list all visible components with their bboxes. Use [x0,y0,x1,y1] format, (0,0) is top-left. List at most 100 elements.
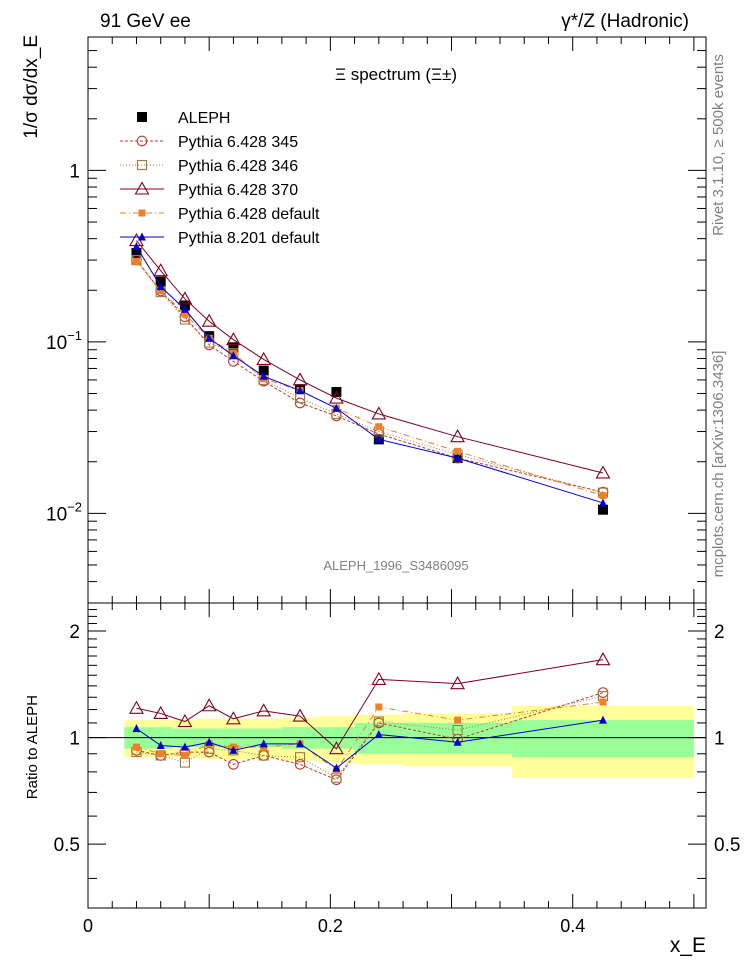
ratio-ylabel: Ratio to ALEPH [24,695,41,799]
main-point-s0-0 [131,247,142,258]
main-line-series-4 [136,261,604,497]
main-point-s3-9 [450,429,466,443]
ratio-point-s3-0 [129,700,144,714]
ratio-point-s3-7 [328,741,344,755]
main-point-s0-4 [228,342,239,353]
main-point-s5-9 [453,453,462,462]
main-point-s0-5 [258,365,269,376]
ratio-point-s2-8 [373,716,384,727]
xtick-label-2: 0.4 [560,916,585,936]
main-ytick-label-2: 10−2 [46,499,82,525]
main-point-s3-3 [201,313,217,327]
band-inner-10 [512,720,694,758]
ratio-point-s4-1 [157,750,165,758]
main-point-s5-6 [296,386,305,395]
main-point-s0-1 [155,276,166,287]
legend-marker-3 [134,181,150,195]
xtick-label-0: 0 [83,916,93,936]
legend-label-1: Pythia 6.428 345 [178,134,298,151]
ratio-ytick-label-right-0: 2 [714,622,725,643]
ratio-point-s3-3 [201,698,217,712]
main-point-s4-1 [157,287,165,295]
main-line-series-5 [136,246,604,504]
legend-label-2: Pythia 6.428 346 [178,158,298,175]
main-ytick-label-0: 1 [69,161,80,182]
main-point-s5-5 [259,371,268,380]
ratio-point-s5-1 [156,740,165,749]
main-point-s3-8 [371,406,387,420]
legend-marker-0 [137,112,147,122]
header-right: γ*/Z (Hadronic) [561,11,689,32]
ratio-ytick-label-left-1: 1 [69,729,80,750]
legend-marker-1 [136,135,148,147]
ratio-point-s4-8 [375,703,383,711]
ratio-line-series-3 [136,659,604,750]
legend-label-0: ALEPH [178,110,230,127]
chart-title: Ξ spectrum (Ξ±) [335,65,457,84]
main-point-s3-5 [256,351,272,365]
ratio-point-s2-5 [258,750,269,761]
xtick-label-1: 0.2 [318,916,343,936]
ratio-point-s4-10 [599,698,607,706]
main-point-s5-2 [180,304,189,313]
main-point-s4-2 [181,310,189,318]
main-point-s4-9 [454,447,462,455]
ratio-point-s3-4 [225,711,241,725]
ratio-ytick-label-right-1: 1 [714,729,725,750]
ratio-ytick-label-left-2: 0.5 [54,835,80,856]
ratio-point-s3-5 [256,703,272,717]
main-line-series-1 [136,259,604,493]
legend-label-4: Pythia 6.428 default [178,206,320,223]
ratio-point-s5-6 [296,739,305,748]
main-point-s3-10 [595,465,611,479]
ratio-point-s5-3 [205,737,214,746]
main-point-s5-0 [132,242,141,251]
legend: ALEPH Pythia 6.428 345 Pythia 6.428 346 Pyt… [120,110,320,247]
ratio-point-s5-4 [229,745,238,754]
main-point-s5-7 [332,403,341,412]
ratio-line-series-2 [136,695,604,779]
legend-label-3: Pythia 6.428 370 [178,182,298,199]
ratio-point-s4-0 [132,743,140,751]
ratio-point-s5-7 [332,763,341,772]
ratio-point-s4-9 [454,716,462,724]
ratio-point-s2-6 [295,752,306,763]
xlabel: x_E [670,934,706,957]
main-point-s5-10 [599,498,607,507]
analysis-label: ALEPH_1996_S3486095 [323,558,468,573]
main-point-s5-3 [205,333,214,342]
main-point-s5-1 [156,282,165,291]
main-line-series-2 [136,259,604,494]
ratio-point-s2-9 [452,725,463,736]
main-point-s3-2 [177,291,193,305]
main-point-s4-8 [375,423,383,431]
header-left: 91 GeV ee [100,11,191,32]
main-line-series-3 [136,240,604,474]
ratio-point-s5-5 [259,739,268,748]
ratio-series [129,652,611,786]
main-point-s4-0 [132,257,140,265]
legend-label-5: Pythia 8.201 default [178,230,320,247]
ratio-point-s5-10 [599,715,607,724]
main-point-s0-10 [598,504,608,515]
ratio-point-s3-9 [450,676,466,690]
ratio-point-s5-9 [453,737,462,746]
side-text-upper: Rivet 3.1.10, ≥ 500k events [710,54,727,236]
ratio-point-s3-8 [371,671,387,685]
ratio-point-s1-6 [294,759,306,770]
ratio-ytick-label-right-2: 0.5 [714,835,740,856]
ratio-point-s1-10 [597,687,609,698]
ratio-point-s3-6 [292,708,308,722]
legend-marker-5 [138,232,146,241]
legend-marker-4 [138,209,146,217]
ratio-point-s1-4 [228,759,239,770]
ratio-point-s3-1 [153,705,169,719]
axes: 0 0.2 0.4 1 10−1 10−2 2 2 1 1 0.5 0.5 [46,36,740,936]
ratio-ytick-label-left-0: 2 [69,622,80,643]
main-point-s3-6 [292,372,308,386]
ratio-point-s5-8 [374,730,383,739]
main-point-s3-1 [153,263,169,277]
main-series [129,232,611,515]
main-point-s4-10 [599,492,607,500]
